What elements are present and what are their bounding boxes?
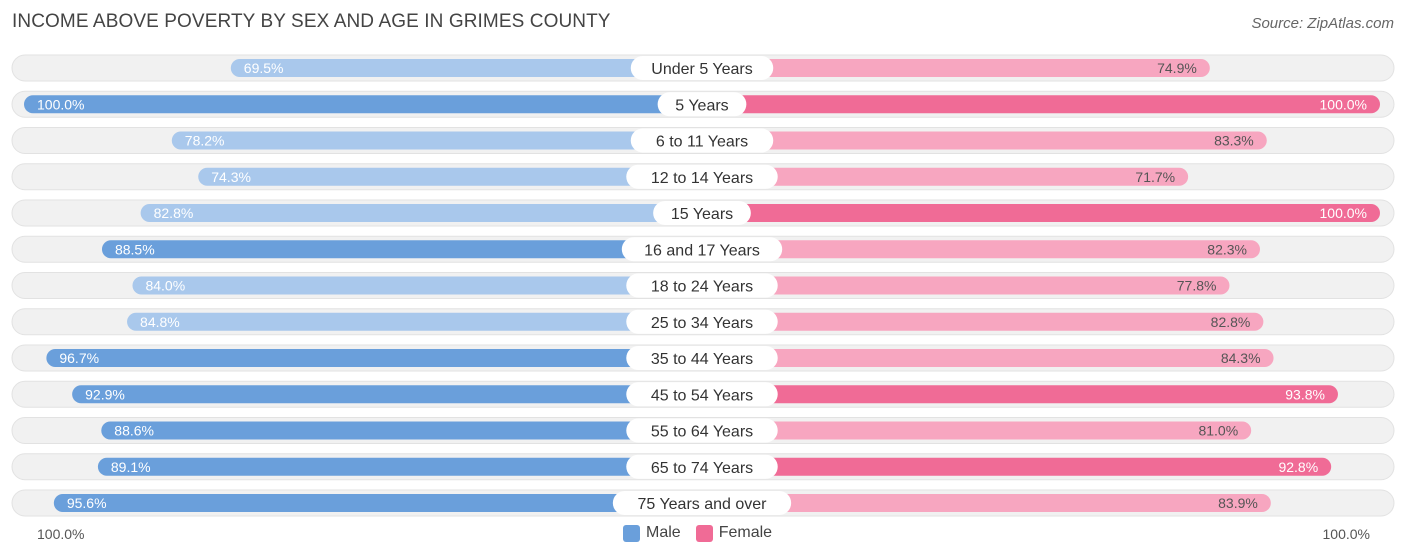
source-label: Source: ZipAtlas.com [1251, 15, 1394, 32]
male-value-label: 82.8% [154, 205, 194, 221]
female-bar [702, 204, 1380, 222]
female-value-label: 77.8% [1177, 278, 1217, 294]
female-value-label: 83.9% [1218, 495, 1258, 511]
female-value-label: 93.8% [1285, 386, 1325, 402]
female-bar [702, 494, 1271, 512]
female-value-label: 82.3% [1207, 241, 1247, 257]
male-value-label: 89.1% [111, 459, 151, 475]
male-bar [101, 421, 703, 440]
male-value-label: 100.0% [37, 96, 84, 112]
category-pill [626, 309, 778, 334]
female-value-label: 74.9% [1157, 60, 1197, 76]
female-bar [702, 167, 1189, 186]
male-value-label: 74.3% [211, 169, 251, 185]
female-bar [702, 131, 1267, 150]
female-value-label: 84.3% [1221, 350, 1261, 366]
male-value-label: 78.2% [185, 133, 225, 149]
legend-label-male: Male [646, 524, 681, 541]
category-label: Under 5 Years [651, 61, 752, 78]
legend-swatch-male [623, 524, 640, 542]
male-bar [140, 204, 703, 222]
category-pill [626, 454, 778, 479]
legend-label-female: Female [718, 524, 773, 541]
female-bar [702, 95, 1380, 114]
category-pill [626, 418, 778, 443]
male-bar [198, 167, 702, 186]
male-value-label: 88.5% [115, 241, 155, 257]
chart-title: INCOME ABOVE POVERTY BY SEX AND AGE IN G… [12, 11, 611, 32]
male-bar [97, 457, 703, 476]
male-value-label: 92.9% [85, 386, 125, 402]
category-label: 55 to 64 Years [651, 424, 753, 441]
male-value-label: 95.6% [67, 495, 107, 511]
category-label: 75 Years and over [638, 496, 768, 513]
category-pill [653, 201, 751, 225]
category-label: 25 to 34 Years [651, 315, 753, 332]
legend-swatch-female [695, 524, 713, 542]
male-value-label: 84.8% [140, 314, 180, 330]
male-bar [24, 95, 702, 114]
category-pill [657, 92, 747, 117]
male-bar [171, 131, 702, 150]
axis-right-label: 100.0% [1322, 526, 1370, 542]
category-pill [626, 164, 778, 189]
category-pill [621, 237, 783, 262]
category-pill [626, 382, 778, 407]
category-label: 45 to 54 Years [651, 387, 753, 404]
male-bar [72, 385, 702, 404]
category-pill [630, 56, 774, 80]
category-label: 35 to 44 Years [651, 351, 753, 368]
male-bar [46, 349, 702, 367]
male-value-label: 69.5% [244, 60, 284, 76]
bar-chart: 69.5% 74.9% Under 5 Years 100.0% 100.0% 5 Yea… [11, 54, 1395, 517]
category-pill [626, 273, 778, 298]
female-bar [702, 276, 1230, 295]
category-label: 18 to 24 Years [651, 279, 753, 296]
female-bar [702, 59, 1210, 77]
male-value-label: 88.6% [114, 423, 154, 439]
male-bar [127, 312, 702, 331]
category-label: 16 and 17 Years [644, 242, 760, 259]
legend-item-male: Male [623, 524, 681, 542]
female-value-label: 100.0% [1320, 205, 1367, 221]
legend: Male Female [623, 524, 787, 542]
female-value-label: 81.0% [1198, 423, 1238, 439]
male-bar [53, 494, 702, 512]
category-label: 12 to 14 Years [651, 170, 753, 187]
male-bar [132, 276, 703, 295]
female-bar [702, 240, 1260, 259]
category-pill [626, 346, 778, 370]
female-bar [702, 385, 1338, 404]
female-value-label: 83.3% [1214, 133, 1254, 149]
female-bar [702, 349, 1274, 367]
female-value-label: 82.8% [1211, 314, 1251, 330]
female-value-label: 100.0% [1320, 96, 1367, 112]
category-label: 65 to 74 Years [651, 460, 753, 477]
male-value-label: 96.7% [59, 350, 99, 366]
male-bar [101, 240, 703, 259]
female-bar [702, 457, 1332, 476]
female-bar [702, 421, 1252, 440]
male-bar [230, 59, 703, 77]
male-value-label: 84.0% [145, 278, 185, 294]
category-label: 5 Years [675, 97, 728, 114]
legend-item-female: Female [695, 524, 773, 542]
female-value-label: 71.7% [1135, 169, 1175, 185]
category-label: 6 to 11 Years [656, 134, 748, 151]
category-pill [630, 128, 774, 153]
female-value-label: 92.8% [1278, 459, 1318, 475]
female-bar [702, 312, 1264, 331]
axis-left-label: 100.0% [37, 526, 85, 542]
category-pill [612, 491, 792, 515]
category-label: 15 Years [671, 206, 733, 223]
